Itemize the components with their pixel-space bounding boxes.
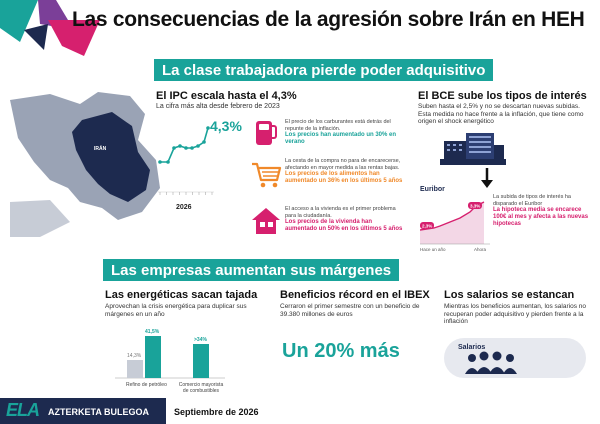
ibex-text: Cerraron el primer semestre con un benef… <box>280 303 420 318</box>
house-icon <box>252 208 280 234</box>
bar2-after-label: >34% <box>194 337 207 343</box>
mortgage-highlight: La hipoteca media se encarece 100€ al me… <box>493 207 589 227</box>
ipc-year: 2026 <box>176 204 192 211</box>
iran-map: IRÁN <box>10 92 160 237</box>
footer-date: Septiembre de 2026 <box>174 407 259 417</box>
housing-item: El acceso a la vivienda es el primer pro… <box>285 206 405 233</box>
fuel-text: El precio de los carburantes está detrás… <box>285 119 391 132</box>
fuel-item: El precio de los carburantes está detrás… <box>285 119 405 146</box>
bce-text: Suben hasta el 2,5% y no se descartan nu… <box>418 103 584 125</box>
ipc-line <box>160 127 209 163</box>
section-band-companies: Las empresas aumentan sus márgenes <box>103 259 400 281</box>
bar1-after-label: 41,5% <box>145 329 160 335</box>
energy-label-wholesale: Comercio mayorista de combustibles <box>178 382 224 394</box>
footer-org: AZTERKETA BULEGOA <box>48 407 149 417</box>
footer-logo: ELA <box>6 400 40 420</box>
food-item: La cesta de la compra no para de encarec… <box>285 158 407 185</box>
bank-building-icon <box>440 133 506 165</box>
page-title: Las consecuencias de la agresión sobre I… <box>72 8 585 31</box>
wages-badge-label: Salarios <box>458 344 486 351</box>
euribor-label: Euribor <box>420 186 445 193</box>
energy-bar-chart: 14,3% 41,5% >34% <box>115 329 225 379</box>
footer-bar <box>0 398 166 424</box>
energy-text: Aprovechan la crisis energética para dup… <box>105 303 247 318</box>
bar1-before-label: 14,3% <box>127 353 142 359</box>
food-highlight: Los precios de los alimentos han aumenta… <box>285 171 403 184</box>
fuel-pump-icon <box>256 119 278 145</box>
header-decoration <box>0 0 100 56</box>
euribor-chart: 2,3% 3,3% <box>420 201 490 245</box>
ipc-subtitle: La cifra más alta desde febrero de 2023 <box>156 103 280 110</box>
bar-wholesale-after <box>193 344 209 378</box>
wages-title: Los salarios se estancan <box>444 289 575 301</box>
energy-label-refining: Refino de petróleo <box>126 382 167 388</box>
ipc-value: 4,3% <box>210 118 242 134</box>
euribor-low-value: 2,3% <box>422 224 432 229</box>
wages-text: Mientras los beneficios aumentan, los sa… <box>444 303 586 325</box>
ibex-big-figure: Un 20% más <box>282 340 400 362</box>
ipc-title: El IPC escala hasta el 4,3% <box>156 90 297 102</box>
euribor-x-left: Hace un año <box>420 247 446 252</box>
fuel-highlight: Los precios han aumentado un 30% en vera… <box>285 132 397 145</box>
euribor-high-value: 3,3% <box>470 204 480 209</box>
bar-refining-after <box>145 336 161 378</box>
housing-text: El acceso a la vivienda es el primer pro… <box>285 206 396 219</box>
section-band-workers: La clase trabajadora pierde poder adquis… <box>154 59 494 81</box>
food-text: La cesta de la compra no para de encarec… <box>285 158 401 171</box>
map-label: IRÁN <box>94 145 107 152</box>
ipc-chart <box>158 126 214 195</box>
people-group-icon <box>465 351 517 374</box>
bce-title: El BCE sube los tipos de interés <box>418 90 587 102</box>
euribor-x-right: Ahora <box>474 247 487 252</box>
down-arrow-icon <box>481 168 493 188</box>
bar-refining-before <box>127 360 143 378</box>
shopping-cart-icon <box>252 162 282 188</box>
housing-highlight: Los precios de la vivienda han aumentado… <box>285 219 403 232</box>
energy-title: Las energéticas sacan tajada <box>105 289 258 301</box>
euribor-note-block: La subida de tipos de interés ha dispara… <box>493 194 593 228</box>
ibex-title: Beneficios récord en el IBEX <box>280 289 430 301</box>
euribor-note: La subida de tipos de interés ha dispara… <box>493 194 571 207</box>
